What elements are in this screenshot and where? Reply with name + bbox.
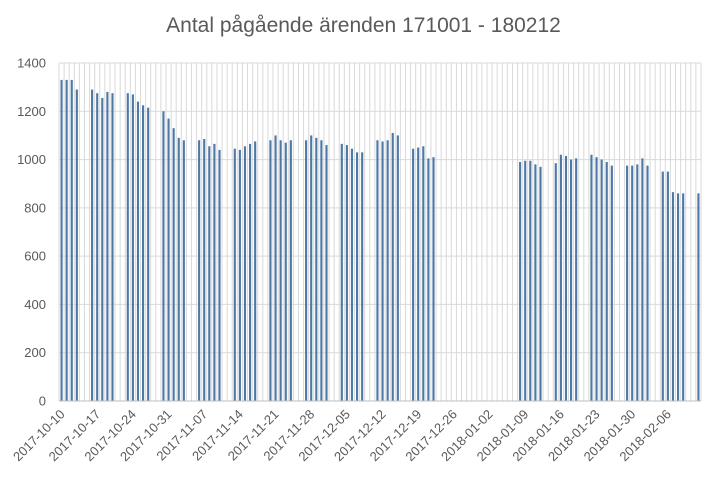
bar [136, 101, 140, 401]
bar [361, 152, 364, 401]
bar [243, 146, 247, 401]
bar [289, 140, 292, 401]
bar [208, 146, 211, 401]
bar [605, 161, 608, 401]
y-tick-label: 600 [24, 249, 46, 264]
bar [610, 165, 613, 401]
y-axis-ticks: 0 200 400 600 800 1000 1200 1400 [17, 56, 46, 409]
bar [310, 135, 313, 401]
y-tick-label: 0 [39, 394, 46, 409]
bar [350, 148, 354, 401]
bar [412, 148, 415, 401]
bar [524, 160, 527, 401]
bar [162, 111, 165, 401]
bar [198, 140, 201, 401]
bar [666, 171, 669, 401]
y-tick-label: 800 [24, 200, 46, 215]
bar [646, 165, 649, 401]
bar [213, 143, 216, 401]
bar [75, 89, 78, 401]
bar [305, 140, 308, 401]
bar [177, 137, 180, 401]
bar [376, 140, 379, 401]
bar [274, 135, 277, 401]
x-axis-ticks: 2017-10-102017-10-172017-10-242017-10-31… [10, 407, 674, 465]
bar [417, 147, 420, 401]
bar [147, 107, 150, 401]
bar [233, 148, 236, 401]
bar [238, 149, 241, 401]
chart-title: Antal pågående ärenden 171001 - 180212 [166, 14, 561, 37]
bar [534, 164, 537, 401]
bar [279, 140, 282, 401]
bar [218, 149, 221, 401]
bar [269, 140, 272, 401]
bar [172, 128, 175, 401]
bar [91, 89, 94, 401]
bar [396, 135, 399, 401]
y-tick-label: 1000 [17, 152, 46, 167]
bar [631, 165, 634, 401]
gridlines [58, 62, 702, 401]
bar [677, 193, 680, 401]
bar [529, 160, 532, 401]
y-tick-label: 200 [24, 345, 46, 360]
bar [254, 141, 257, 401]
bar [427, 158, 430, 401]
bar [600, 159, 603, 401]
bar [111, 93, 114, 402]
bar [661, 171, 664, 401]
bar [249, 143, 252, 401]
bar [356, 152, 359, 401]
bar [391, 133, 394, 401]
bar [182, 140, 185, 401]
bar [697, 193, 700, 401]
bar [636, 164, 639, 401]
y-tick-label: 400 [24, 297, 46, 312]
bar [65, 79, 68, 402]
bar [626, 165, 629, 401]
bar [70, 79, 73, 402]
bar [345, 145, 348, 401]
bar [167, 118, 170, 401]
bar [682, 193, 685, 401]
bar [539, 166, 542, 401]
bar [564, 155, 568, 401]
bar [131, 94, 134, 401]
bar [671, 192, 675, 401]
bar [422, 146, 425, 401]
bar [386, 140, 389, 401]
bar [570, 159, 573, 401]
bar [554, 163, 557, 401]
bar [126, 93, 129, 402]
bar [106, 91, 109, 401]
bar [595, 157, 598, 401]
bar [641, 158, 644, 401]
bar [590, 154, 593, 401]
bar [203, 139, 206, 402]
bar [60, 79, 63, 402]
bar [381, 141, 384, 401]
bar [559, 154, 562, 401]
bar [96, 93, 99, 402]
bar [284, 142, 287, 402]
bar [320, 140, 323, 401]
bar [519, 161, 522, 401]
y-tick-label: 1200 [17, 104, 46, 119]
bar [315, 137, 318, 401]
bar [325, 145, 328, 401]
bar [101, 98, 104, 401]
y-tick-label: 1400 [17, 56, 46, 71]
bar-series [60, 79, 700, 402]
bar [575, 158, 578, 401]
bar [432, 157, 435, 401]
bar [142, 105, 145, 401]
bar [340, 143, 343, 401]
